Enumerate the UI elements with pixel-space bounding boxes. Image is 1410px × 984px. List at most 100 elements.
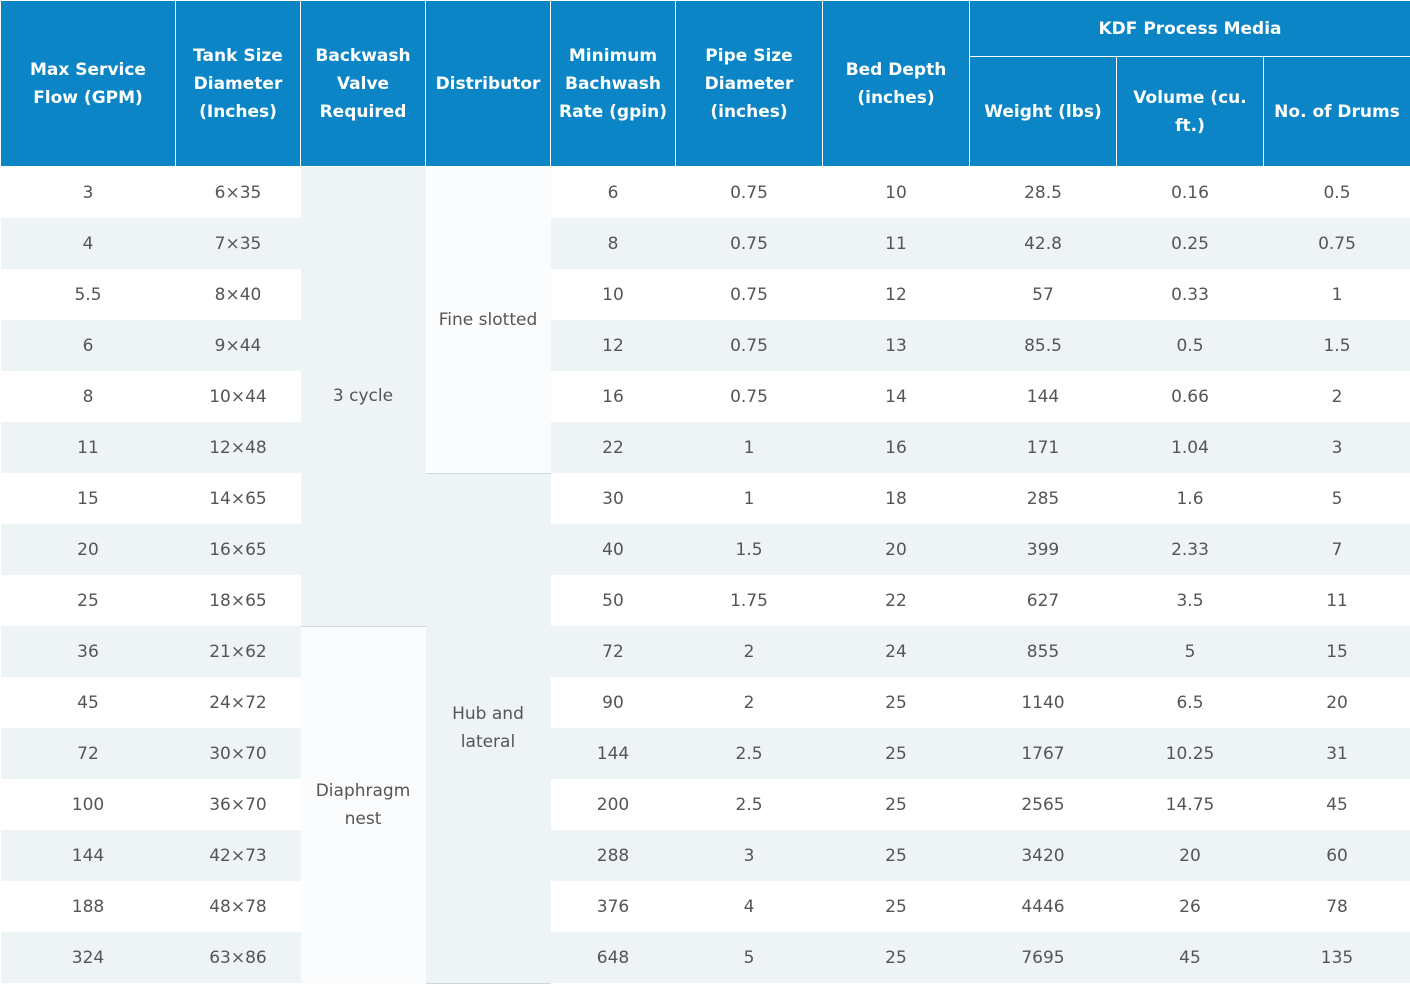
cell-min-backwash-rate: 30	[551, 473, 676, 524]
cell-max-service-flow: 188	[1, 881, 176, 932]
cell-max-service-flow: 3	[1, 167, 176, 219]
cell-volume: 2.33	[1117, 524, 1264, 575]
cell-min-backwash-rate: 90	[551, 677, 676, 728]
cell-max-service-flow: 11	[1, 422, 176, 473]
cell-drums: 0.5	[1264, 167, 1410, 219]
cell-pipe-size: 2	[676, 677, 823, 728]
cell-min-backwash-rate: 8	[551, 218, 676, 269]
cell-bed-depth: 25	[823, 728, 970, 779]
cell-volume: 0.16	[1117, 167, 1264, 219]
header-drums: No. of Drums	[1264, 57, 1410, 167]
cell-pipe-size: 1	[676, 422, 823, 473]
cell-weight: 144	[970, 371, 1117, 422]
cell-volume: 14.75	[1117, 779, 1264, 830]
cell-max-service-flow: 144	[1, 830, 176, 881]
cell-bed-depth: 25	[823, 677, 970, 728]
cell-drums: 7	[1264, 524, 1410, 575]
cell-bed-depth: 18	[823, 473, 970, 524]
cell-drums: 1	[1264, 269, 1410, 320]
cell-min-backwash-rate: 40	[551, 524, 676, 575]
header-max-service-flow: Max Service Flow (GPM)	[1, 1, 176, 167]
cell-drums: 20	[1264, 677, 1410, 728]
cell-max-service-flow: 45	[1, 677, 176, 728]
cell-tank-size: 12×48	[176, 422, 301, 473]
cell-bed-depth: 25	[823, 830, 970, 881]
cell-backwash-valve: 3 cycle	[301, 167, 426, 627]
header-min-backwash-rate: Minimum Bachwash Rate (gpin)	[551, 1, 676, 167]
cell-max-service-flow: 6	[1, 320, 176, 371]
cell-volume: 5	[1117, 626, 1264, 677]
cell-min-backwash-rate: 288	[551, 830, 676, 881]
table-header: Max Service Flow (GPM) Tank Size Diamete…	[1, 1, 1410, 167]
cell-max-service-flow: 25	[1, 575, 176, 626]
cell-volume: 0.66	[1117, 371, 1264, 422]
cell-drums: 60	[1264, 830, 1410, 881]
cell-max-service-flow: 5.5	[1, 269, 176, 320]
cell-drums: 15	[1264, 626, 1410, 677]
header-distributor: Distributor	[426, 1, 551, 167]
cell-backwash-valve: Diaphragm nest	[301, 626, 426, 983]
cell-volume: 0.5	[1117, 320, 1264, 371]
cell-pipe-size: 1.5	[676, 524, 823, 575]
cell-weight: 1140	[970, 677, 1117, 728]
cell-pipe-size: 4	[676, 881, 823, 932]
cell-drums: 45	[1264, 779, 1410, 830]
cell-bed-depth: 10	[823, 167, 970, 219]
cell-pipe-size: 0.75	[676, 269, 823, 320]
cell-volume: 1.04	[1117, 422, 1264, 473]
cell-weight: 4446	[970, 881, 1117, 932]
cell-weight: 855	[970, 626, 1117, 677]
cell-volume: 45	[1117, 932, 1264, 983]
cell-volume: 20	[1117, 830, 1264, 881]
cell-weight: 1767	[970, 728, 1117, 779]
cell-max-service-flow: 36	[1, 626, 176, 677]
cell-weight: 399	[970, 524, 1117, 575]
cell-max-service-flow: 100	[1, 779, 176, 830]
cell-drums: 135	[1264, 932, 1410, 983]
cell-pipe-size: 1	[676, 473, 823, 524]
cell-weight: 28.5	[970, 167, 1117, 219]
header-kdf-process-media: KDF Process Media	[970, 1, 1410, 57]
cell-min-backwash-rate: 200	[551, 779, 676, 830]
cell-bed-depth: 24	[823, 626, 970, 677]
cell-max-service-flow: 15	[1, 473, 176, 524]
cell-max-service-flow: 20	[1, 524, 176, 575]
cell-tank-size: 8×40	[176, 269, 301, 320]
cell-tank-size: 63×86	[176, 932, 301, 983]
cell-drums: 2	[1264, 371, 1410, 422]
header-backwash-valve: Backwash Valve Required	[301, 1, 426, 167]
cell-pipe-size: 5	[676, 932, 823, 983]
cell-min-backwash-rate: 6	[551, 167, 676, 219]
cell-pipe-size: 2	[676, 626, 823, 677]
cell-drums: 78	[1264, 881, 1410, 932]
cell-min-backwash-rate: 376	[551, 881, 676, 932]
cell-volume: 6.5	[1117, 677, 1264, 728]
cell-volume: 1.6	[1117, 473, 1264, 524]
cell-pipe-size: 2.5	[676, 779, 823, 830]
cell-tank-size: 6×35	[176, 167, 301, 219]
cell-weight: 627	[970, 575, 1117, 626]
cell-distributor: Fine slotted	[426, 167, 551, 474]
cell-volume: 0.25	[1117, 218, 1264, 269]
cell-weight: 7695	[970, 932, 1117, 983]
cell-drums: 0.75	[1264, 218, 1410, 269]
cell-bed-depth: 11	[823, 218, 970, 269]
cell-min-backwash-rate: 16	[551, 371, 676, 422]
cell-min-backwash-rate: 144	[551, 728, 676, 779]
cell-tank-size: 7×35	[176, 218, 301, 269]
cell-tank-size: 21×62	[176, 626, 301, 677]
cell-weight: 3420	[970, 830, 1117, 881]
cell-min-backwash-rate: 50	[551, 575, 676, 626]
cell-drums: 11	[1264, 575, 1410, 626]
cell-bed-depth: 12	[823, 269, 970, 320]
